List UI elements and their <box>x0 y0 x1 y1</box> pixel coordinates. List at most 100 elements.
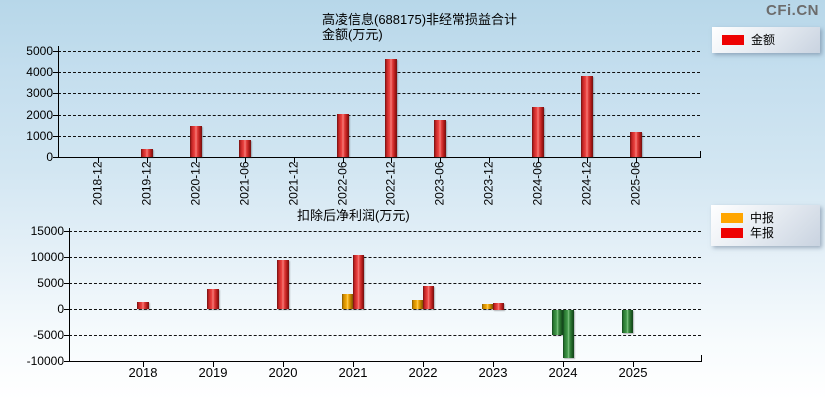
bar-2019-12 <box>141 149 153 157</box>
x-axis-label: 2025 <box>618 365 648 380</box>
y-axis-tick <box>64 283 69 284</box>
x-axis-label: 2022 <box>408 365 438 380</box>
x-axis-tick <box>489 158 490 163</box>
x-axis-label: 2021 <box>338 365 368 380</box>
y-axis-label: 3000 <box>26 86 53 100</box>
y-axis-label: 0 <box>46 150 53 164</box>
gridline <box>58 115 700 116</box>
bar-interim-2021 <box>342 294 353 309</box>
x-axis-tick <box>294 158 295 163</box>
x-axis-tick <box>147 158 148 163</box>
y-axis-label: 4000 <box>26 65 53 79</box>
chart1-subtitle: 金额(万元) <box>322 27 383 42</box>
bar-2022-06 <box>337 114 349 157</box>
bar-2023-06 <box>434 120 446 157</box>
legend-label: 年报 <box>750 225 775 240</box>
legend-item: 年报 <box>721 226 812 239</box>
y-axis-label: -10000 <box>26 354 64 368</box>
x-axis-tick <box>636 158 637 163</box>
legend-swatch <box>721 227 743 238</box>
x-axis-tick <box>633 362 634 367</box>
y-axis-label: 2000 <box>26 108 53 122</box>
gridline <box>69 309 701 310</box>
y-axis-tick <box>53 157 58 158</box>
x-axis-tick <box>423 362 424 367</box>
y-axis-line <box>58 46 59 158</box>
gridline <box>69 283 701 284</box>
gridline <box>58 136 700 137</box>
legend-item: 金额 <box>722 33 812 46</box>
x-axis-label: 2020 <box>268 365 298 380</box>
y-axis-tick <box>64 309 69 310</box>
x-axis-tick <box>493 362 494 367</box>
x-axis-tick <box>143 362 144 367</box>
y-axis-tick <box>64 361 69 362</box>
bar-interim-2024 <box>552 310 563 335</box>
gridline <box>69 231 701 232</box>
x-axis-label: 2018 <box>128 365 158 380</box>
bar-2021-06 <box>239 140 251 157</box>
y-axis-label: 1000 <box>26 129 53 143</box>
gridline <box>69 257 701 258</box>
legend-swatch <box>721 212 743 223</box>
x-axis-tick <box>563 362 564 367</box>
y-axis-label: 10000 <box>30 250 64 264</box>
y-axis-tick <box>53 51 58 52</box>
legend-item: 中报 <box>721 211 812 224</box>
y-axis-tick <box>53 93 58 94</box>
x-axis-tick <box>98 158 99 163</box>
bar-interim-2022 <box>412 300 423 309</box>
bar-2020-12 <box>190 126 202 157</box>
bar-annual-2020 <box>277 260 289 309</box>
y-axis-tick <box>64 335 69 336</box>
y-axis-tick <box>64 231 69 232</box>
x-axis-tick <box>245 158 246 163</box>
x-axis-tick <box>343 158 344 163</box>
y-axis-tick <box>53 115 58 116</box>
x-axis-tick <box>196 158 197 163</box>
gridline <box>58 93 700 94</box>
axis-end-tick <box>701 355 702 362</box>
chart2-legend: 中报 年报 <box>711 205 820 246</box>
x-axis-label: 2019 <box>198 365 228 380</box>
x-axis-tick <box>353 362 354 367</box>
bar-2024-12 <box>581 76 593 157</box>
chart2-title: 扣除后净利润(万元) <box>297 208 410 223</box>
gridline <box>58 72 700 73</box>
x-axis-label: 2024 <box>548 365 578 380</box>
y-axis-label: 5000 <box>26 44 53 58</box>
gridline <box>58 51 700 52</box>
chart1-plot: 0 1000 2000 3000 4000 5000 2018-12 2019-12 2020-… <box>26 44 701 206</box>
bar-interim-2023 <box>482 304 493 309</box>
legend-swatch <box>722 34 744 45</box>
chart1-title: 高凌信息(688175)非经常损益合计 <box>322 12 518 27</box>
x-axis-line <box>58 157 700 158</box>
x-axis-tick <box>538 158 539 163</box>
x-axis-tick <box>587 158 588 163</box>
bar-annual-2018 <box>137 302 149 309</box>
bar-2025-06 <box>630 132 642 157</box>
y-axis-label: -5000 <box>33 328 64 342</box>
x-axis-line <box>69 361 701 362</box>
bar-annual-2019 <box>207 289 219 309</box>
y-axis-label: 0 <box>57 302 64 316</box>
cfi-cn-logo: CFi.CN <box>766 2 819 19</box>
x-axis-tick <box>283 362 284 367</box>
bar-annual-2021 <box>353 255 364 309</box>
chart1-legend: 金额 <box>712 27 820 53</box>
bar-2024-06 <box>532 107 544 157</box>
legend-label: 中报 <box>750 210 775 225</box>
x-axis-tick <box>440 158 441 163</box>
x-axis-tick <box>391 158 392 163</box>
y-axis-line <box>69 228 70 362</box>
bar-annual-2022 <box>423 286 434 309</box>
y-axis-tick <box>64 257 69 258</box>
axis-end-tick <box>700 151 701 158</box>
legend-label: 金额 <box>751 32 776 47</box>
gridline <box>69 335 701 336</box>
y-axis-tick <box>53 72 58 73</box>
y-axis-label: 15000 <box>30 224 64 238</box>
x-axis-label: 2023 <box>478 365 508 380</box>
